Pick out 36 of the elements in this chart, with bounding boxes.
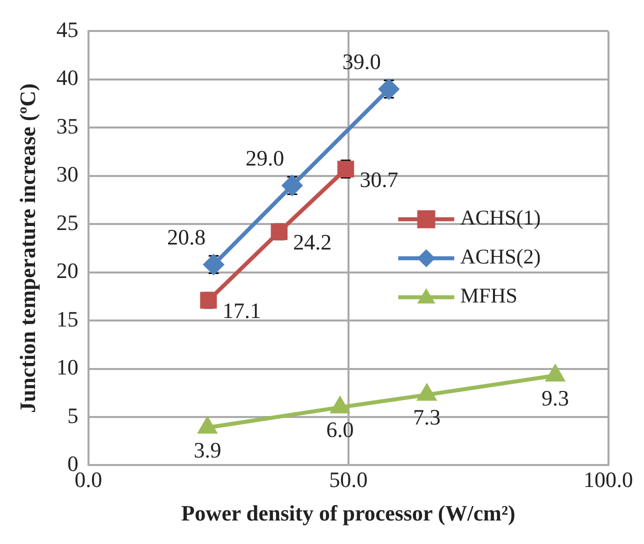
point (200, 292, 217, 309)
legend-label: ACHS(1) (460, 206, 541, 230)
y-tick-label: 30 (56, 162, 78, 187)
point (270, 223, 288, 240)
x-tick-label: 100.0 (584, 467, 633, 492)
point (337, 160, 354, 178)
point (282, 176, 302, 196)
data-label: 6.0 (326, 417, 354, 442)
point (198, 418, 216, 434)
point (204, 254, 224, 275)
x-axis-title: Power density of processor (W/cm²) (181, 500, 516, 526)
legend-label: ACHS(2) (460, 244, 541, 269)
y-tick-label: 40 (56, 65, 78, 90)
data-label: 20.8 (167, 224, 206, 250)
point (418, 384, 436, 401)
point (378, 79, 399, 100)
data-label: 9.3 (541, 385, 569, 410)
y-tick-label: 15 (56, 306, 78, 332)
data-label: 29.0 (246, 145, 284, 170)
data-label: 7.3 (413, 404, 441, 430)
data-label: 17.1 (222, 298, 261, 324)
legend-label: MFHS (460, 284, 518, 308)
y-axis-title: Junction temperature increase (ºC) (14, 83, 40, 414)
point (546, 366, 564, 382)
point (331, 397, 349, 414)
y-tick-label: 10 (56, 354, 78, 380)
x-tick-label: 50.0 (329, 467, 368, 492)
y-tick-label: 35 (56, 113, 78, 138)
data-label: 30.7 (360, 166, 398, 192)
y-tick-label: 5 (67, 402, 78, 428)
y-tick-label: 45 (56, 16, 78, 42)
data-label: 39.0 (342, 48, 381, 74)
y-tick-label: 20 (56, 258, 78, 284)
data-label: 3.9 (194, 437, 222, 462)
data-label: 24.2 (293, 230, 332, 255)
y-tick-label: 25 (56, 210, 78, 235)
